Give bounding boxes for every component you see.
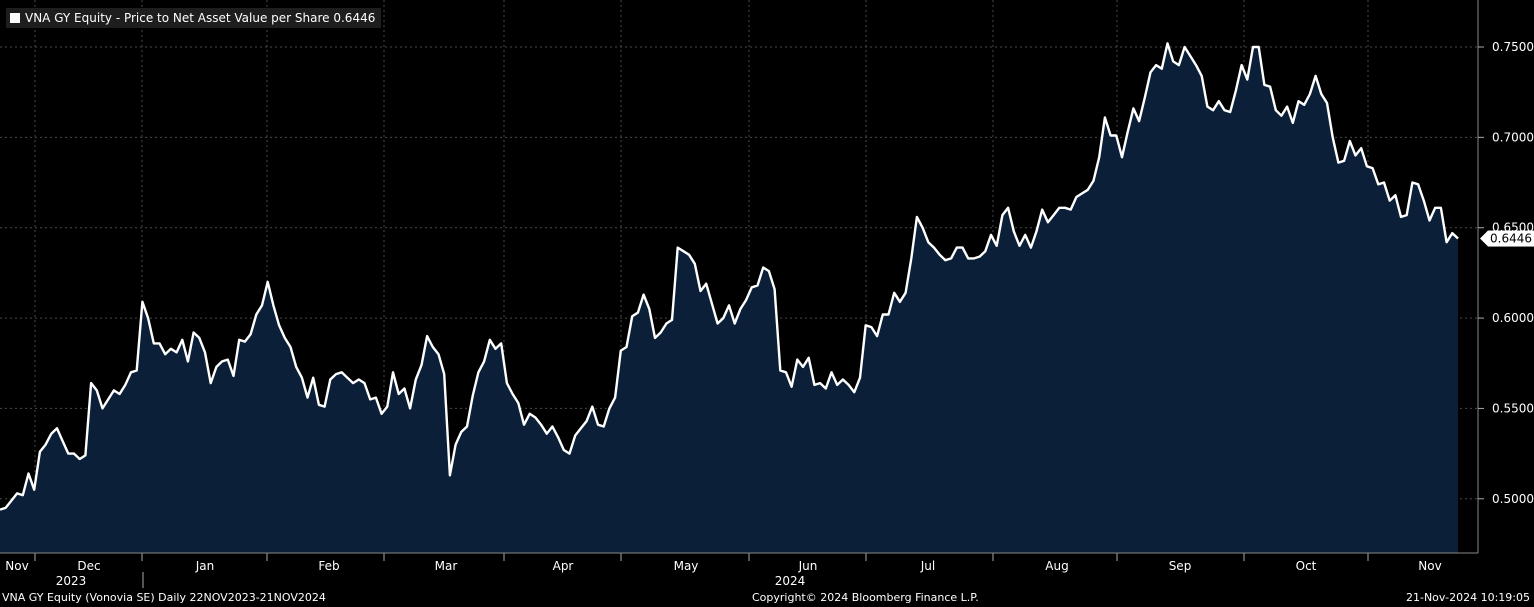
footer-copyright: Copyright© 2024 Bloomberg Finance L.P. (752, 591, 979, 604)
x-tick-label: Jun (798, 559, 818, 573)
x-tick-label: Feb (318, 559, 339, 573)
x-tick-label: Jul (920, 559, 935, 573)
x-tick-label: Nov (5, 559, 28, 573)
footer-ticker-range: VNA GY Equity (Vonovia SE) Daily 22NOV20… (2, 591, 326, 604)
series-area (0, 43, 1458, 554)
x-tick-label: Jan (195, 559, 215, 573)
x-tick-label: May (674, 559, 699, 573)
y-tick-label: 0.5500 (1492, 401, 1534, 415)
x-tick-label: Nov (1418, 559, 1441, 573)
y-tick-label: 0.7500 (1492, 40, 1534, 54)
legend-label: VNA GY Equity - Price to Net Asset Value… (25, 11, 376, 25)
x-tick-label: Dec (77, 559, 100, 573)
x-year-label: 2023 (56, 574, 87, 588)
y-tick-label: 0.5000 (1492, 492, 1534, 506)
footer-timestamp: 21-Nov-2024 10:19:05 (1405, 591, 1530, 604)
x-tick-label: Sep (1169, 559, 1192, 573)
x-tick-label: Apr (553, 559, 574, 573)
last-value-arrow (1480, 230, 1488, 247)
x-tick-label: Oct (1296, 559, 1317, 573)
series-line (0, 42, 1459, 511)
y-tick-label: 0.7000 (1492, 130, 1534, 144)
legend-swatch (10, 13, 20, 23)
last-value-label: 0.6446 (1490, 232, 1532, 246)
y-tick-label: 0.6000 (1492, 311, 1534, 325)
x-axis: Nov Dec Jan Feb Mar Apr May Jun Jul Aug Sep Oct Nov 2… (0, 552, 1478, 588)
x-tick-label: Aug (1045, 559, 1068, 573)
x-year-label: 2024 (775, 574, 806, 588)
x-tick-label: Mar (435, 559, 458, 573)
last-value-box (1488, 230, 1534, 247)
last-value-marker: 0.6446 (1480, 230, 1534, 247)
legend[interactable]: VNA GY Equity - Price to Net Asset Value… (6, 8, 382, 28)
